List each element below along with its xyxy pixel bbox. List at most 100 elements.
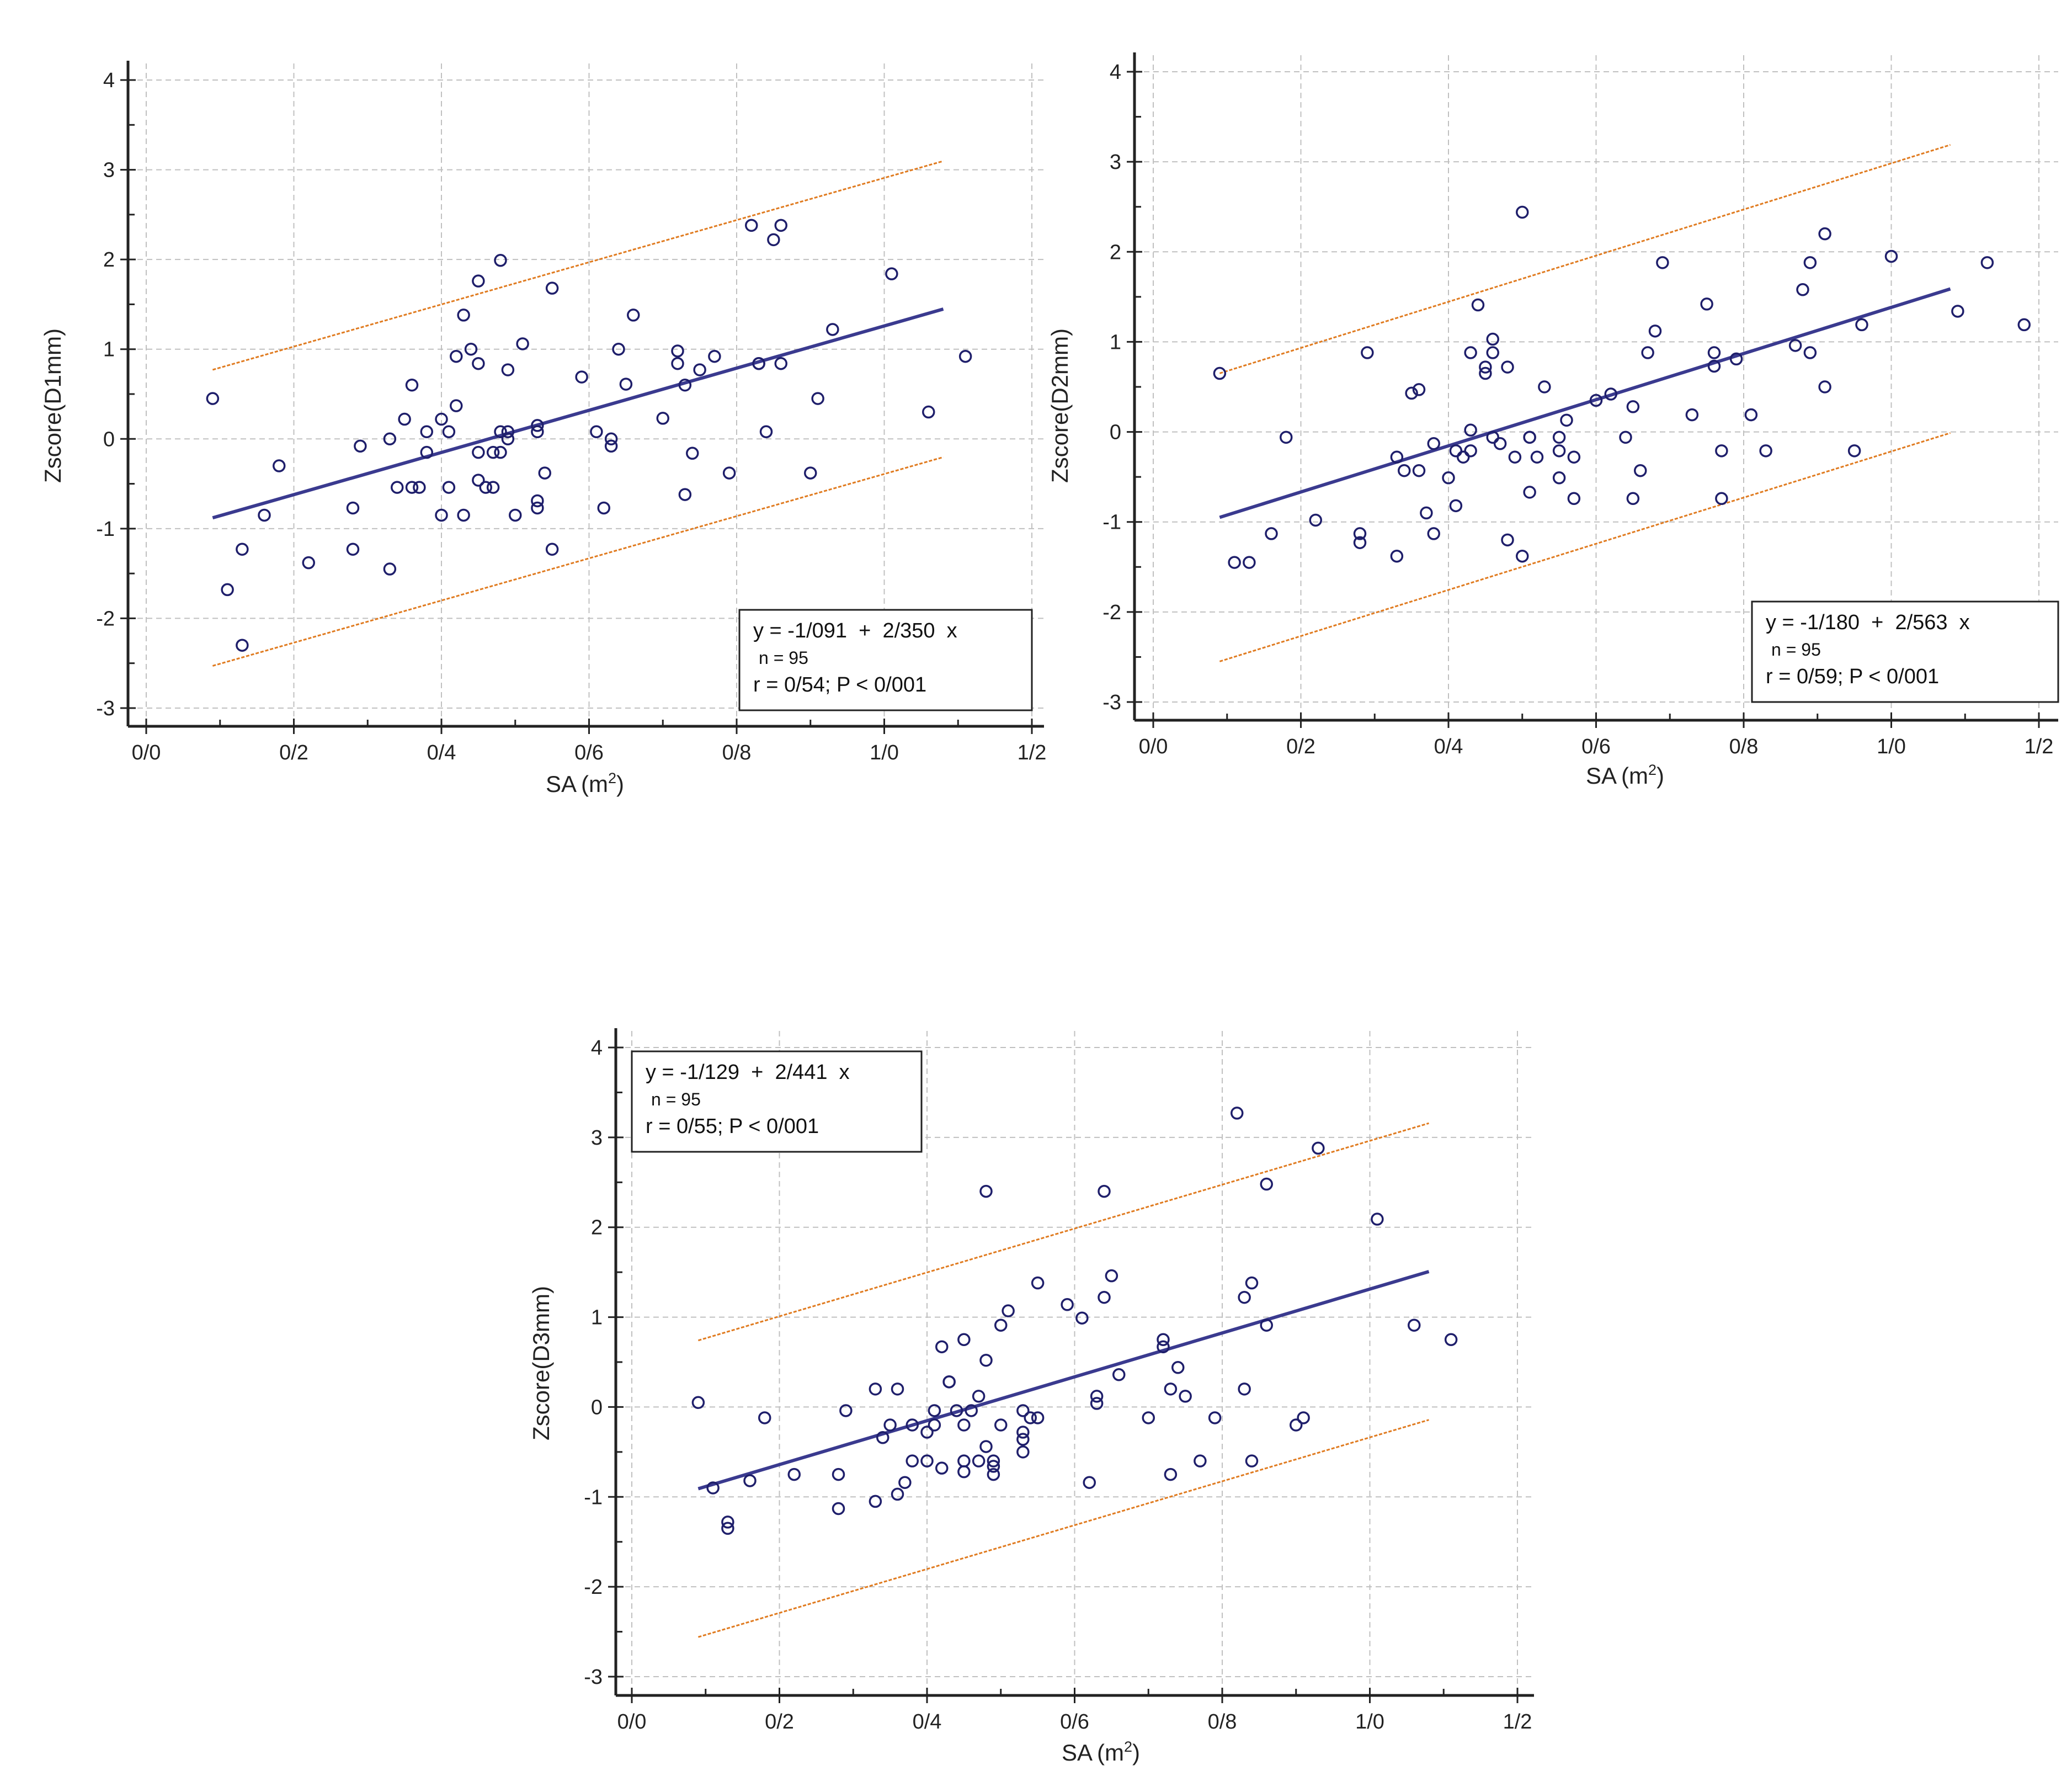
lower-band-line: [1219, 432, 1951, 662]
data-point: [1245, 1276, 1259, 1290]
data-point: [1312, 1141, 1325, 1155]
data-point: [721, 1522, 734, 1535]
data-point: [1098, 1184, 1111, 1198]
data-point: [905, 1418, 919, 1432]
data-point: [1371, 1213, 1384, 1226]
data-point: [721, 1516, 734, 1529]
data-point: [722, 466, 736, 480]
data-point: [957, 1418, 971, 1432]
scatter-panel-d3: 0/0 0/2 0/4 0/6 0/8 1/0 1/2 -3 -2 -1 0 1 2 3 4 SA (m2)…: [528, 1028, 1534, 1766]
data-point: [494, 254, 507, 267]
data-point: [1803, 256, 1817, 269]
data-point: [1238, 1290, 1251, 1304]
data-point: [531, 419, 544, 432]
regression-line: [1219, 287, 1951, 519]
data-point: [883, 1418, 897, 1432]
x-axis-title: SA (m2): [1062, 1738, 1140, 1766]
data-point: [1016, 1404, 1030, 1417]
data-point: [258, 508, 271, 522]
data-point: [1656, 256, 1669, 269]
data-point: [1031, 1411, 1045, 1424]
data-point: [1788, 339, 1802, 352]
data-point: [1884, 249, 1898, 263]
regression-equation: y = -1/129 + 2/441 x: [646, 1061, 850, 1084]
data-point: [1796, 283, 1809, 296]
data-point: [619, 377, 633, 391]
data-point: [1075, 1311, 1089, 1325]
data-point: [656, 412, 669, 425]
data-point: [1309, 513, 1322, 527]
data-point: [575, 370, 588, 384]
data-point: [935, 1340, 949, 1354]
data-point: [1427, 527, 1440, 540]
data-point: [509, 508, 522, 522]
x-tick-label: 1/2: [1018, 741, 1047, 764]
y-tick-label: 3: [103, 159, 115, 182]
data-point: [486, 481, 500, 494]
legend-box: [738, 609, 1033, 711]
data-point: [1449, 499, 1463, 513]
data-point: [839, 1404, 853, 1417]
data-point: [759, 425, 773, 439]
regression-legend: y = -1/091 + 2/350 x n = 95 r = 0/54; P …: [738, 609, 1033, 711]
y-tick-label: -3: [1102, 691, 1121, 714]
data-point: [501, 363, 515, 376]
data-point: [1412, 464, 1426, 477]
data-point: [1398, 464, 1411, 477]
data-point: [501, 432, 515, 446]
data-point: [538, 466, 551, 480]
data-point: [1847, 444, 1861, 458]
sample-size: n = 95: [1771, 640, 1821, 660]
x-tick-labels: 0/0 0/2 0/4 0/6 0/8 1/0 1/2: [132, 741, 1047, 764]
y-tick-label: -2: [1102, 601, 1121, 624]
data-point: [987, 1460, 1000, 1473]
data-point: [1353, 536, 1367, 549]
prediction-band-lines: [212, 160, 944, 667]
y-tick-labels: -3 -2 -1 0 1 2 3 4: [96, 69, 115, 720]
y-axis-title: Zscore(D2mm): [1047, 328, 1073, 483]
scatter-panel-d1: 0/0 0/2 0/4 0/6 0/8 1/0 1/2 -3 -2 -1 0 1 2 3 4 SA (m2)…: [40, 61, 1046, 797]
data-point: [464, 342, 478, 356]
data-point: [1464, 346, 1477, 359]
data-point: [1648, 325, 1662, 338]
data-point: [1105, 1269, 1118, 1283]
data-point: [1464, 423, 1477, 437]
data-point: [678, 488, 692, 501]
data-point: [479, 481, 492, 494]
y-tick-label: 4: [591, 1036, 603, 1060]
data-point: [1501, 533, 1514, 547]
data-point: [1523, 430, 1536, 444]
data-point: [1486, 346, 1499, 359]
data-points: [1213, 205, 2031, 569]
data-point: [1604, 387, 1617, 401]
data-point: [1479, 366, 1492, 380]
data-point: [869, 1382, 882, 1396]
data-point: [472, 274, 485, 288]
data-point: [1855, 318, 1868, 332]
data-point: [693, 363, 706, 376]
data-point: [1552, 471, 1566, 485]
data-point: [1493, 437, 1507, 450]
data-point: [1243, 556, 1256, 569]
data-point: [472, 357, 485, 370]
data-point: [346, 501, 360, 515]
data-point: [1803, 346, 1817, 359]
data-point: [957, 1465, 971, 1479]
data-point: [450, 349, 463, 363]
data-point: [1164, 1382, 1178, 1396]
data-point: [787, 1467, 801, 1481]
data-point: [920, 1454, 934, 1467]
data-point: [885, 267, 898, 280]
regression-equation: y = -1/091 + 2/350 x: [753, 619, 957, 642]
data-point: [435, 508, 448, 522]
data-point: [891, 1382, 904, 1396]
data-point: [1031, 1276, 1045, 1290]
data-point: [1090, 1397, 1104, 1410]
data-point: [442, 481, 456, 494]
data-point: [1238, 1382, 1251, 1396]
x-tick-label: 0/0: [1139, 735, 1168, 758]
data-point: [1471, 298, 1485, 312]
data-point: [691, 1396, 705, 1410]
data-point: [920, 1426, 934, 1439]
data-point: [1707, 359, 1721, 373]
